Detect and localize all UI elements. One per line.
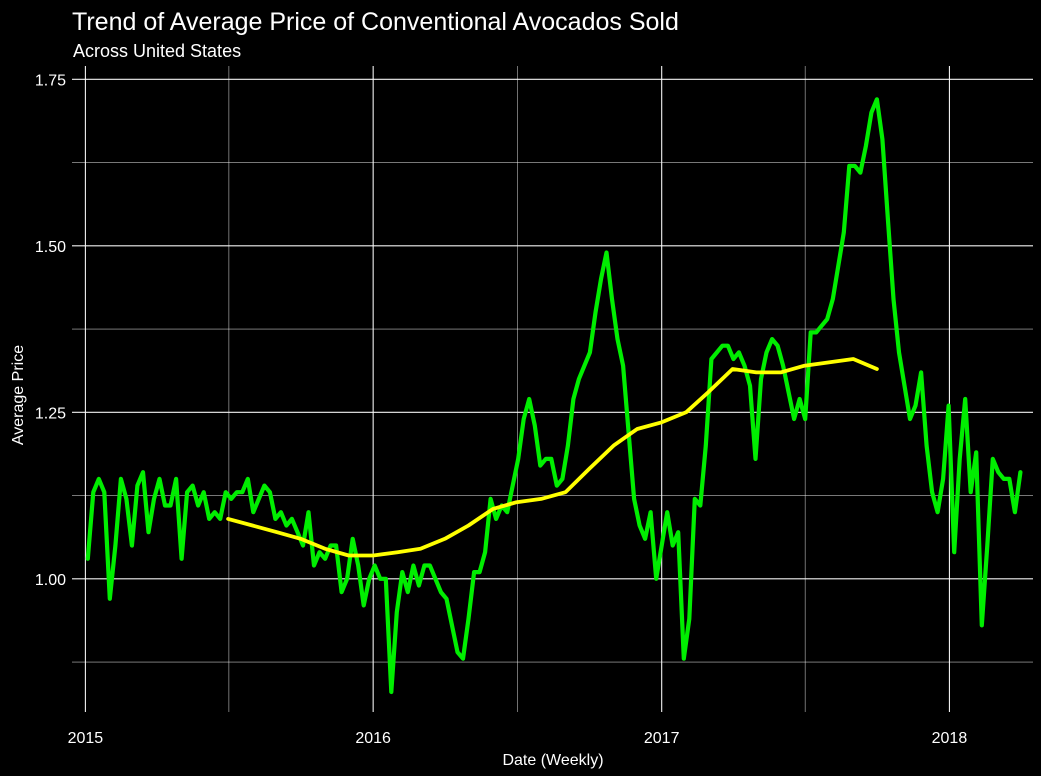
y-axis-ticks: 1.00 1.25 1.50 1.75 [35,72,66,588]
x-tick-label: 2017 [644,730,680,747]
y-axis-label: Average Price [10,345,27,445]
y-tick-label: 1.00 [35,572,66,589]
chart-subtitle: Across United States [73,41,241,61]
trend-line [226,357,879,558]
series-layer [85,97,1023,695]
chart-title: Trend of Average Price of Conventional A… [72,8,679,36]
y-tick-label: 1.75 [35,72,66,89]
x-axis-ticks: 2015 2016 2017 2018 [68,730,968,747]
weekly-price-line [85,97,1023,695]
x-tick-label: 2015 [68,730,104,747]
x-axis-label: Date (Weekly) [502,752,603,769]
y-tick-label: 1.50 [35,239,66,256]
x-tick-label: 2018 [932,730,968,747]
x-tick-label: 2016 [355,730,391,747]
y-tick-label: 1.25 [35,405,66,422]
